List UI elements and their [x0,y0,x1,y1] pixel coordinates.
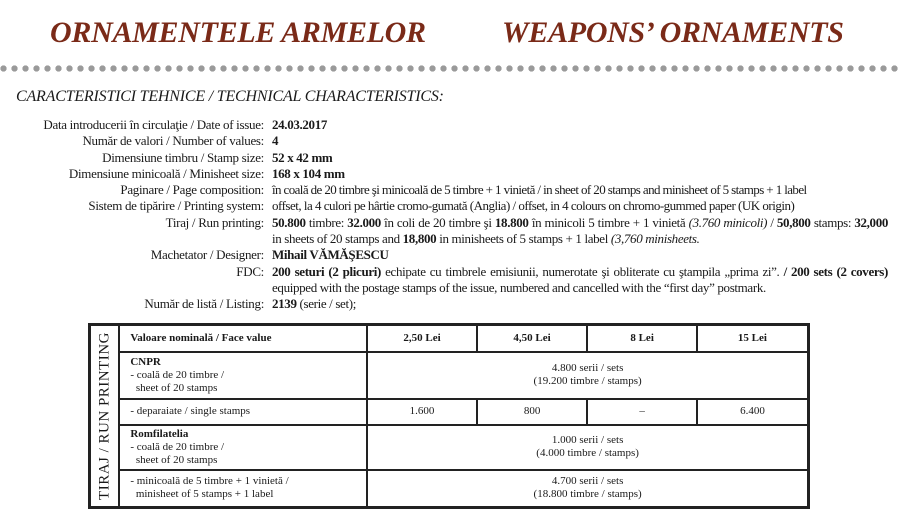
spec-designer: Machetator / Designer: Mihail VĂMĂŞESCU [150,247,389,263]
spec-values: Număr de valori / Number of values: 4 [82,133,279,149]
side-label: TIRAJ / RUN PRINTING [96,332,113,500]
dotted-divider [0,65,900,72]
section-subtitle: CARACTERISTICI TEHNICE / TECHNICAL CHARA… [16,88,444,105]
spec-run: Tiraj / Run printing: 50.800 timbre: 32.… [165,214,889,247]
table-row-minisheet: - minicoală de 5 timbre + 1 vinietă / mi… [90,468,810,509]
run-printing-table: TIRAJ / RUN PRINTING Valoare nominală / … [88,323,810,509]
spec-minisheet-size: Dimensiune minicoală / Minisheet size: 16… [68,165,345,181]
table-row-single: - deparaiate / single stamps 1.600 800 –… [90,397,810,426]
spec-page: Paginare / Page composition: în coală de … [120,182,807,198]
title-english: WEAPONS’ ORNAMENTS [502,16,844,49]
spec-list: Data introducerii în circulaţie / Date o… [0,117,900,313]
table-row-romfilatelia: Romfilatelia - coală de 20 timbre / sheet… [90,423,810,471]
spec-fdc: FDC: 200 seturi (2 plicuri) echipate cu … [236,263,888,295]
spec-stamp-size: Dimensiune timbru / Stamp size: 52 x 42 m… [102,149,333,165]
table-row-cnpr: CNPR - coală de 20 timbre / sheet of 20 s… [90,350,810,400]
table-header-row: TIRAJ / RUN PRINTING Valoare nominală / … [88,323,810,509]
spec-listing: Număr de listă / Listing: 2139 (serie / s… [144,296,356,312]
spec-date: Data introducerii în circulaţie / Date o… [43,117,328,132]
spec-printing: Sistem de tipărire / Printing system: off… [88,198,795,214]
title-romanian: ORNAMENTELE ARMELOR [50,16,426,49]
